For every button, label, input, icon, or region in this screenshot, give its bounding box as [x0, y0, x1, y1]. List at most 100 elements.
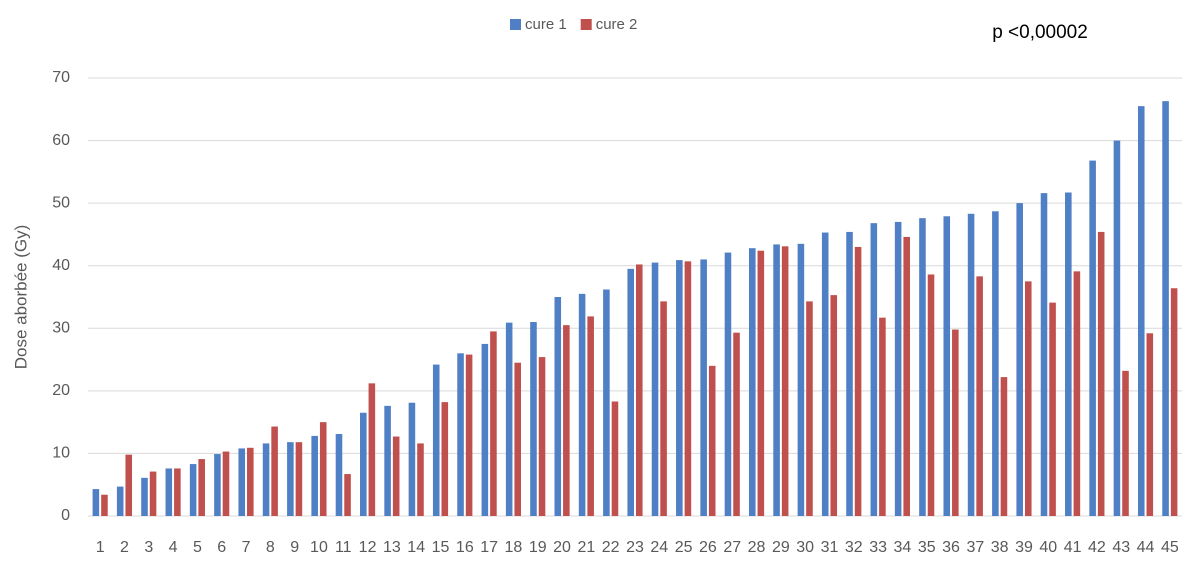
bar — [976, 276, 983, 516]
bar — [538, 357, 546, 516]
bar — [587, 316, 594, 516]
y-tick-label: 40 — [52, 257, 70, 274]
bar — [368, 383, 376, 516]
bar — [408, 402, 416, 516]
bar — [919, 218, 926, 516]
bar — [992, 211, 999, 516]
bar — [432, 364, 440, 516]
bar — [846, 231, 853, 516]
bar — [271, 426, 278, 516]
x-tick-label: 5 — [193, 539, 202, 556]
annotation: p <0,00002 — [992, 22, 1088, 43]
bar — [141, 477, 148, 516]
bar — [238, 448, 246, 516]
x-tick-label: 36 — [942, 539, 960, 556]
legend-label: cure 1 — [525, 16, 567, 33]
x-tick-label: 1 — [96, 539, 105, 556]
bar — [1162, 101, 1169, 516]
x-tick-label: 22 — [602, 539, 620, 556]
bar — [1113, 140, 1121, 517]
bar — [262, 443, 270, 516]
bar — [806, 301, 813, 516]
bar — [1089, 160, 1096, 516]
x-tick-label: 21 — [577, 539, 595, 556]
bar — [311, 435, 318, 516]
x-tick-label: 12 — [359, 539, 377, 556]
bar — [708, 365, 716, 516]
bar — [797, 243, 805, 517]
y-tick-label: 60 — [52, 132, 70, 149]
x-tick-label: 24 — [650, 539, 668, 556]
y-tick-label: 30 — [52, 320, 70, 337]
x-tick-label: 2 — [120, 539, 129, 556]
x-tick-label: 15 — [432, 539, 450, 556]
x-tick-label: 28 — [748, 539, 766, 556]
bar — [1073, 271, 1081, 516]
bar — [676, 260, 683, 516]
bar — [1065, 192, 1072, 516]
bar — [603, 289, 610, 516]
bar — [335, 434, 343, 516]
x-tick-label: 32 — [845, 539, 863, 556]
x-tick-label: 8 — [266, 539, 275, 556]
x-tick-label: 14 — [407, 539, 425, 556]
bar — [1024, 281, 1032, 516]
x-tick-label: 11 — [335, 539, 352, 556]
bar — [733, 332, 740, 516]
bar — [465, 354, 473, 516]
y-axis-label: Dose aborbée (Gy) — [11, 225, 30, 370]
x-tick-label: 34 — [894, 539, 912, 556]
bar — [92, 489, 100, 516]
x-tick-label: 23 — [626, 539, 644, 556]
bar — [879, 317, 886, 516]
x-tick-label: 7 — [242, 539, 251, 556]
x-tick-label: 31 — [821, 539, 839, 556]
x-tick-label: 13 — [383, 539, 401, 556]
x-tick-label: 35 — [918, 539, 936, 556]
bar — [943, 216, 951, 517]
bar — [530, 322, 537, 516]
bar — [505, 322, 513, 516]
bar — [660, 301, 667, 516]
bar — [724, 252, 732, 516]
bar — [821, 232, 829, 516]
x-tick-label: 3 — [144, 539, 153, 556]
bar — [149, 471, 157, 516]
bar — [1137, 106, 1145, 517]
y-tick-label: 70 — [52, 69, 70, 86]
bar — [1122, 370, 1129, 516]
x-tick-label: 10 — [310, 539, 328, 556]
bar — [457, 353, 464, 516]
x-tick-label: 33 — [869, 539, 887, 556]
bar — [1170, 288, 1178, 516]
x-tick-label: 37 — [966, 539, 984, 556]
bar — [636, 264, 643, 516]
y-tick-label: 10 — [52, 445, 70, 462]
bar — [700, 259, 707, 516]
legend-swatch — [580, 19, 592, 30]
x-tick-label: 4 — [169, 539, 178, 556]
bar — [165, 468, 173, 516]
x-tick-label: 39 — [1015, 539, 1033, 556]
bar — [927, 274, 935, 516]
x-tick-label: 29 — [772, 539, 790, 556]
bar — [392, 436, 400, 516]
bar — [651, 262, 659, 516]
bar — [611, 401, 619, 516]
x-tick-label: 30 — [796, 539, 814, 556]
bar — [189, 464, 197, 516]
x-tick-label: 18 — [505, 539, 523, 556]
bar — [481, 343, 489, 516]
bar — [287, 442, 294, 516]
bar — [870, 223, 878, 516]
bar — [684, 261, 692, 516]
x-tick-label: 25 — [675, 539, 693, 556]
bar — [125, 454, 133, 516]
bar — [894, 221, 902, 516]
bar — [417, 443, 424, 516]
bar — [214, 454, 221, 516]
bar — [1146, 333, 1154, 516]
x-tick-label: 16 — [456, 539, 474, 556]
x-tick-label: 19 — [529, 539, 547, 556]
